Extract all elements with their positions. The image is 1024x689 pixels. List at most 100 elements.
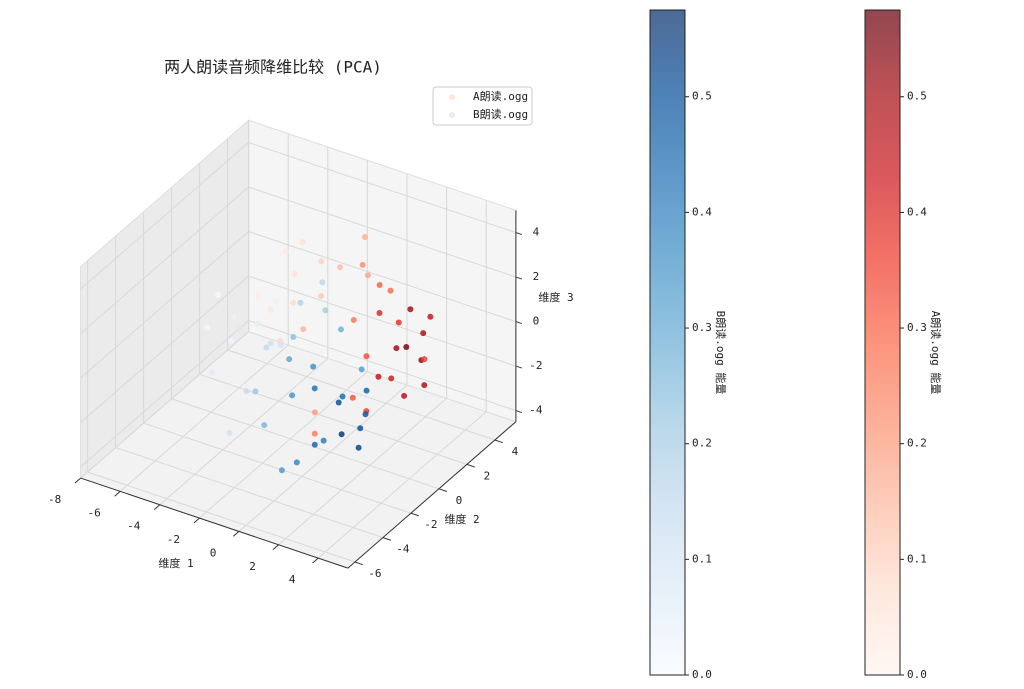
data-point <box>311 409 318 416</box>
y-tick-label: 0 <box>456 494 463 507</box>
x-tick-label: -2 <box>167 533 180 546</box>
data-point <box>254 320 261 327</box>
data-point <box>215 291 222 298</box>
data-point <box>261 422 268 429</box>
colorbar-tick-label: 0.4 <box>692 205 712 218</box>
x-tick-label: 0 <box>210 546 217 559</box>
x-tick-label: 2 <box>249 560 256 573</box>
tick-mark <box>515 321 522 325</box>
data-point <box>359 261 366 268</box>
data-point <box>322 307 329 314</box>
tick-mark <box>354 561 363 566</box>
data-point <box>267 306 274 313</box>
legend-marker <box>449 94 455 100</box>
data-point <box>311 385 318 392</box>
data-point <box>355 444 362 451</box>
data-point <box>286 356 293 363</box>
tick-mark <box>272 544 279 551</box>
grid-line <box>248 142 517 234</box>
z-tick-label: -4 <box>529 404 543 417</box>
colorbar-tick-label: 0.1 <box>907 552 927 565</box>
grid-line <box>80 320 249 468</box>
data-point <box>403 343 410 350</box>
data-point <box>320 437 327 444</box>
data-point <box>339 393 346 400</box>
grid-line <box>115 447 384 539</box>
data-point <box>318 258 325 265</box>
y-tick-label: -6 <box>368 567 381 580</box>
y-tick-label: -4 <box>396 543 410 556</box>
data-point <box>362 411 369 418</box>
data-point <box>208 369 215 376</box>
tick-mark <box>438 488 447 492</box>
data-point <box>393 345 400 352</box>
data-point <box>337 264 344 271</box>
x-axis-label: 维度 1 <box>158 556 193 570</box>
data-point <box>289 392 296 399</box>
grid-line <box>278 397 447 546</box>
y-tick-label: 2 <box>484 469 491 482</box>
legend-label: A朗读.ogg <box>473 89 528 103</box>
data-point <box>363 353 370 360</box>
tick-mark <box>515 276 522 280</box>
grid-line <box>80 275 249 423</box>
grid-line <box>317 411 487 559</box>
data-point <box>364 272 371 279</box>
z-tick-label: 4 <box>533 226 540 239</box>
colorbar-tick-label: 0.3 <box>907 321 927 334</box>
data-point <box>291 271 298 278</box>
data-point <box>387 287 394 294</box>
colorbar <box>649 9 686 676</box>
data-point <box>376 282 383 289</box>
data-point <box>375 373 382 380</box>
data-point <box>358 366 365 373</box>
tick-mark <box>193 517 200 524</box>
data-point <box>290 299 297 306</box>
y-tick-label: -2 <box>424 518 437 531</box>
data-point <box>388 375 395 382</box>
data-point <box>243 388 250 395</box>
grid-line <box>238 384 408 532</box>
points <box>204 233 434 474</box>
tick-mark <box>410 512 419 517</box>
data-point <box>252 388 259 395</box>
grid-line <box>248 275 517 367</box>
grid-line <box>119 344 289 492</box>
data-point <box>277 342 284 349</box>
tick-mark <box>74 477 81 484</box>
panes <box>74 119 522 569</box>
data-point <box>357 425 364 432</box>
data-point <box>319 279 326 286</box>
tick-mark <box>494 439 503 444</box>
tick-mark <box>153 504 161 511</box>
data-point <box>311 441 318 448</box>
data-point <box>427 313 434 320</box>
data-point <box>349 394 356 401</box>
colorbar-tick-label: 0.4 <box>907 205 927 218</box>
legend-box <box>432 86 533 126</box>
data-point <box>335 399 342 406</box>
x-tick-label: -8 <box>48 493 61 506</box>
data-point <box>362 233 368 240</box>
tick-mark <box>312 557 319 564</box>
data-point <box>421 382 428 389</box>
x-tick-label: -6 <box>88 506 101 519</box>
data-point <box>282 248 289 255</box>
data-point <box>338 431 345 438</box>
data-point <box>226 429 233 436</box>
data-point <box>228 337 234 344</box>
data-point <box>337 326 344 333</box>
z-tick-label: -2 <box>529 359 542 372</box>
colorbar-tick-label: 0.2 <box>907 437 927 450</box>
grid-line <box>80 186 249 334</box>
z-tick-label: 2 <box>533 270 540 283</box>
colorbar-tick-label: 0.0 <box>907 668 927 681</box>
data-point <box>297 299 304 306</box>
grid-line <box>87 471 356 563</box>
grid-line <box>199 371 368 519</box>
colorbar-label: A朗读.ogg 能量 <box>929 311 943 395</box>
colorbar-tick-label: 0.5 <box>692 90 712 103</box>
grid-line <box>80 231 249 379</box>
data-point <box>310 363 317 370</box>
